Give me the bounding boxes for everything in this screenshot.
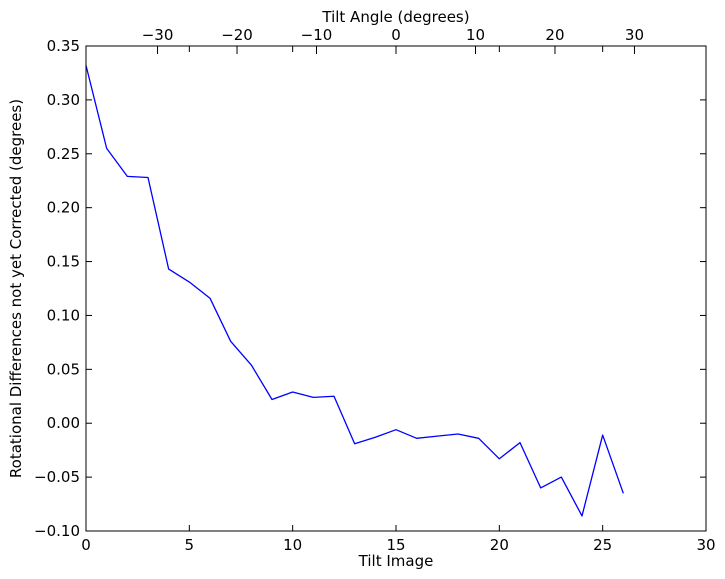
x-tick-label: 30 [696, 536, 715, 554]
x-tick-label: 20 [490, 536, 509, 554]
x-tick-label: 15 [386, 536, 405, 554]
top-x-tick-label: 10 [466, 26, 485, 44]
top-x-tick-label: 20 [545, 26, 564, 44]
top-x-tick-label: −20 [221, 26, 253, 44]
y-tick-label: −0.10 [34, 522, 80, 540]
top-x-tick-label: 30 [625, 26, 644, 44]
axis-ticks: 0 5 10 15 20 25 30 −0.10 −0.05 0.00 0.05 0.10 0.15 0.… [34, 26, 716, 554]
top-x-tick-label: −10 [301, 26, 333, 44]
x-tick-label: 0 [81, 536, 91, 554]
x-tick-label: 25 [593, 536, 612, 554]
y-tick-label: 0.25 [47, 145, 80, 163]
y-tick-label: 0.15 [47, 253, 80, 271]
y-axis-label: Rotational Differences not yet Corrected… [7, 99, 25, 478]
top-x-tick-label: 0 [391, 26, 401, 44]
x-tick-label: 5 [185, 536, 195, 554]
y-tick-label: 0.10 [47, 306, 80, 324]
y-tick-label: 0.35 [47, 37, 80, 55]
y-tick-label: 0.20 [47, 199, 80, 217]
y-tick-label: −0.05 [34, 468, 80, 486]
chart-marks [85, 65, 624, 517]
top-x-axis-label: Tilt Angle (degrees) [321, 8, 469, 26]
y-tick-label: 0.30 [47, 91, 80, 109]
series-line-0 [85, 65, 624, 517]
x-tick-label: 10 [283, 536, 302, 554]
y-tick-label: 0.05 [47, 360, 80, 378]
x-axis-label: Tilt Image [358, 552, 434, 570]
top-x-tick-label: −30 [142, 26, 174, 44]
y-tick-label: 0.00 [47, 414, 80, 432]
